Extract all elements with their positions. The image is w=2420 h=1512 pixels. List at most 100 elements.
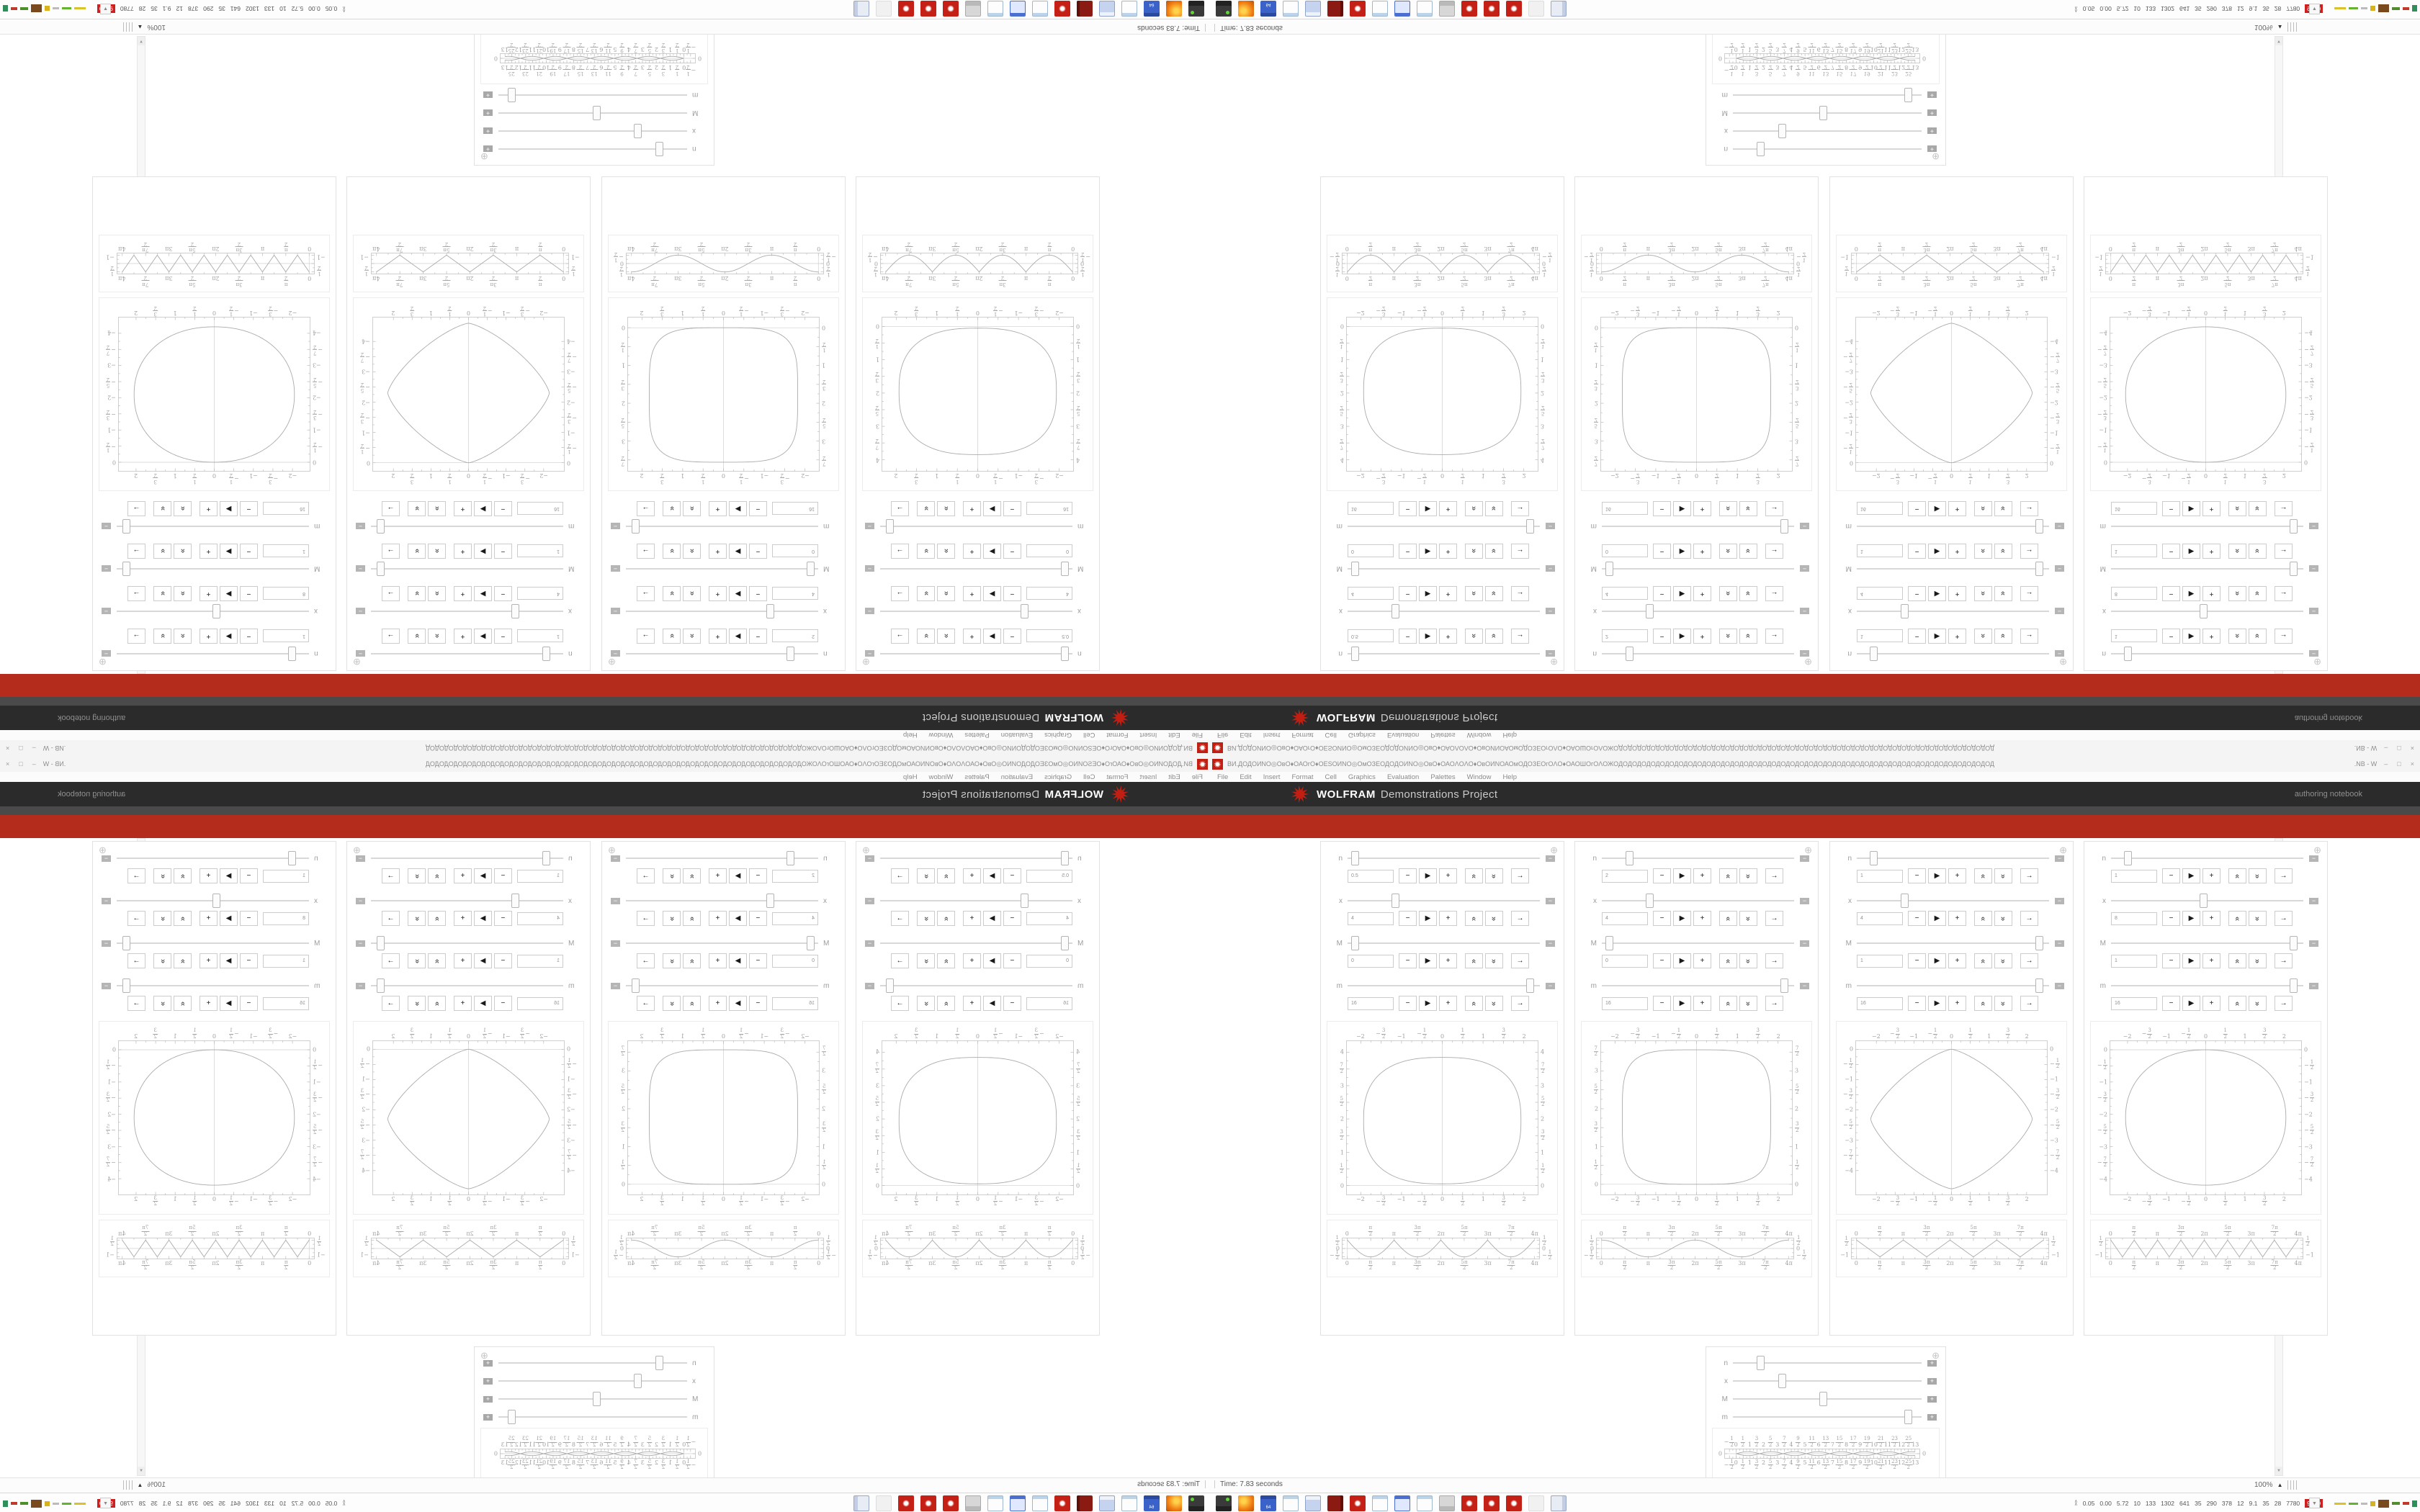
x-slider[interactable] — [1857, 604, 2049, 618]
slider-thumb[interactable] — [288, 851, 297, 865]
collapse-toggle-icon[interactable]: − — [102, 897, 111, 904]
collapse-toggle-icon[interactable]: − — [611, 565, 620, 573]
decrement-button[interactable]: − — [2162, 996, 2180, 1011]
direction-button[interactable]: → — [1511, 544, 1529, 559]
decrement-button[interactable]: − — [1908, 629, 1926, 644]
collapse-toggle-icon[interactable]: − — [1800, 608, 1809, 616]
speed-down-button[interactable]: « — [1485, 586, 1503, 601]
slider-thumb[interactable] — [766, 604, 774, 618]
collapse-toggle-icon[interactable]: − — [2055, 608, 2064, 616]
speed-down-button[interactable]: « — [1739, 501, 1757, 516]
decrement-button[interactable]: − — [1003, 868, 1021, 883]
speed-down-button[interactable]: « — [1485, 868, 1503, 883]
slider-thumb[interactable] — [212, 894, 221, 908]
slider-thumb[interactable] — [786, 851, 794, 865]
increment-button[interactable]: + — [2202, 629, 2220, 644]
slider-thumb[interactable] — [2290, 519, 2298, 534]
increment-button[interactable]: + — [2202, 911, 2220, 926]
value-input[interactable]: 0 — [772, 954, 818, 968]
menu-item-graphics[interactable]: Graphics — [1348, 773, 1376, 781]
slider-thumb[interactable] — [122, 936, 130, 950]
direction-button[interactable]: → — [1765, 544, 1783, 559]
play-button[interactable]: ▶ — [1419, 953, 1437, 968]
play-button[interactable]: ▶ — [983, 953, 1001, 968]
x-slider[interactable] — [1348, 894, 1540, 908]
increment-button[interactable]: + — [200, 911, 218, 926]
menu-item-file[interactable]: File — [1217, 773, 1229, 781]
menu-item-evaluation[interactable]: Evaluation — [1386, 731, 1420, 739]
collapse-toggle-icon[interactable]: − — [2055, 897, 2064, 904]
increment-button[interactable]: + — [1948, 544, 1966, 559]
speed-down-button[interactable]: « — [2249, 501, 2267, 516]
M-slider[interactable] — [1733, 106, 1922, 120]
menu-item-window[interactable]: Window — [928, 731, 954, 739]
slider-thumb[interactable] — [885, 978, 894, 993]
M-slider[interactable] — [1602, 936, 1794, 950]
slider-thumb[interactable] — [376, 562, 385, 576]
collapse-toggle-icon[interactable]: − — [2309, 897, 2318, 904]
speed-down-button[interactable]: « — [1994, 996, 2012, 1011]
taskbar-icon-calculator[interactable] — [1305, 1, 1321, 17]
m-slider[interactable] — [117, 519, 309, 534]
decrement-button[interactable]: − — [1003, 586, 1021, 601]
taskbar-icon-disabled[interactable] — [1528, 1495, 1544, 1511]
collapse-toggle-icon[interactable]: − — [611, 982, 620, 989]
taskbar-icon-wolfram[interactable] — [1484, 1495, 1500, 1511]
play-button[interactable]: ▶ — [1928, 544, 1946, 559]
minimize-button[interactable]: – — [32, 744, 36, 752]
n-slider[interactable] — [2111, 851, 2303, 865]
decrement-button[interactable]: − — [1908, 953, 1926, 968]
decrement-button[interactable]: − — [1399, 996, 1417, 1011]
value-input[interactable]: 1 — [1857, 544, 1903, 558]
slider-thumb[interactable] — [2123, 851, 2132, 865]
menu-item-insert[interactable]: Insert — [1139, 773, 1157, 781]
play-button[interactable]: ▶ — [729, 953, 747, 968]
value-input[interactable]: 1 — [1857, 954, 1903, 968]
decrement-button[interactable]: − — [1399, 911, 1417, 926]
x-slider[interactable] — [880, 894, 1072, 908]
n-slider[interactable] — [1857, 647, 2049, 661]
direction-button[interactable]: → — [1511, 953, 1529, 968]
taskbar-icon-window[interactable] — [1394, 1, 1410, 17]
speed-up-button[interactable]: « — [683, 996, 701, 1011]
value-input[interactable]: 16 — [517, 996, 563, 1010]
n-slider[interactable] — [880, 851, 1072, 865]
speed-down-button[interactable]: « — [917, 911, 935, 926]
taskbar-icon-wolfram[interactable] — [1054, 1, 1070, 17]
taskbar-icon-notepad[interactable] — [1032, 1495, 1048, 1511]
slider-thumb[interactable] — [122, 519, 130, 534]
speed-down-button[interactable]: « — [1739, 911, 1757, 926]
speed-up-button[interactable]: « — [428, 868, 446, 883]
slider-thumb[interactable] — [1605, 936, 1614, 950]
slider-thumb[interactable] — [806, 562, 815, 576]
increment-button[interactable]: + — [454, 501, 472, 516]
x-slider[interactable] — [1602, 604, 1794, 618]
x-slider[interactable] — [2111, 604, 2303, 618]
direction-button[interactable]: → — [637, 629, 655, 644]
collapse-toggle-icon[interactable]: − — [102, 565, 111, 573]
collapse-toggle-icon[interactable]: − — [102, 940, 111, 947]
speed-up-button[interactable]: « — [1719, 868, 1737, 883]
play-button[interactable]: ▶ — [1673, 911, 1691, 926]
value-input[interactable]: 0 — [1026, 954, 1072, 968]
n-slider[interactable] — [2111, 647, 2303, 661]
slider-thumb[interactable] — [2290, 562, 2298, 576]
manipulate-options-icon[interactable]: ⊕ — [1932, 151, 1940, 162]
value-input[interactable]: 4 — [1348, 912, 1394, 925]
menu-item-graphics[interactable]: Graphics — [1044, 773, 1072, 781]
speed-up-button[interactable]: « — [2228, 586, 2246, 601]
direction-button[interactable]: → — [127, 868, 145, 883]
resize-grip[interactable] — [123, 1480, 133, 1490]
increment-button[interactable]: + — [709, 586, 727, 601]
collapse-toggle-icon[interactable]: − — [2309, 855, 2318, 862]
menu-item-format[interactable]: Format — [1291, 731, 1314, 739]
slider-thumb[interactable] — [1901, 894, 1909, 908]
speed-up-button[interactable]: « — [1719, 544, 1737, 559]
collapse-toggle-icon[interactable]: − — [102, 855, 111, 862]
slider-thumb[interactable] — [1060, 647, 1069, 661]
n-slider[interactable] — [371, 851, 563, 865]
decrement-button[interactable]: − — [1003, 544, 1021, 559]
speed-up-button[interactable]: « — [428, 629, 446, 644]
increment-button[interactable]: + — [454, 953, 472, 968]
direction-button[interactable]: → — [1765, 501, 1783, 516]
